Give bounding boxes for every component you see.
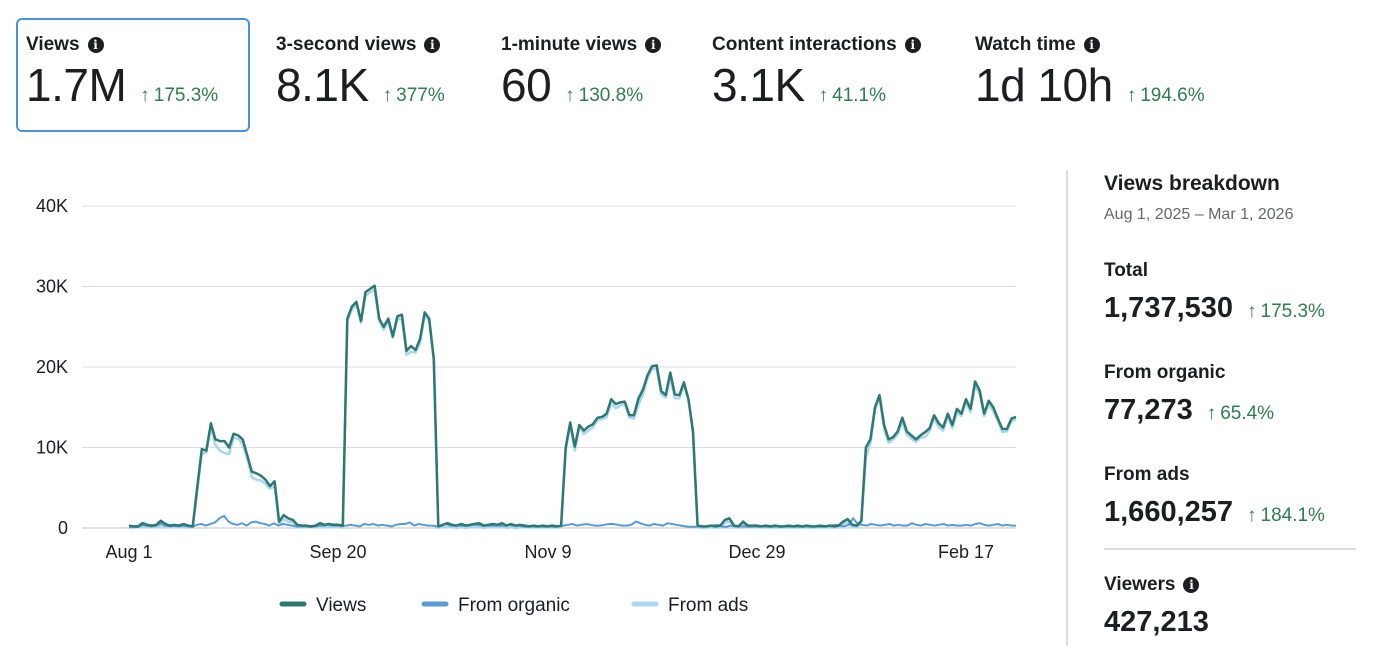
- arrow-up-icon: ↑: [1247, 505, 1257, 526]
- info-icon[interactable]: i: [1083, 37, 1100, 53]
- arrow-up-icon: ↑: [818, 85, 829, 106]
- metric-label: 3-second views: [276, 34, 417, 55]
- y-tick-label: 20K: [36, 357, 68, 377]
- x-tick-label: Sep 20: [309, 542, 366, 562]
- metric-tab-views[interactable]: Views i 1.7M ↑ 175.3%: [16, 18, 250, 132]
- metric-tab-content-interactions[interactable]: Content interactions i 3.1K ↑ 41.1%: [702, 18, 952, 132]
- y-tick-label: 10K: [36, 438, 68, 458]
- y-tick-label: 30K: [36, 277, 68, 297]
- info-icon[interactable]: i: [645, 37, 662, 53]
- breakdown-ads: From ads 1,660,257 ↑ 184.1%: [1104, 464, 1325, 529]
- breakdown-divider: [1104, 548, 1356, 550]
- y-tick-label: 40K: [36, 196, 68, 216]
- breakdown-date-range: Aug 1, 2025 – Mar 1, 2026: [1104, 206, 1294, 223]
- breakdown-value: 1,737,530: [1104, 292, 1234, 324]
- breakdown-value: 77,273: [1104, 394, 1193, 426]
- breakdown-label: From organic: [1104, 362, 1226, 383]
- legend-label: Views: [316, 595, 366, 616]
- arrow-up-icon: ↑: [1247, 301, 1257, 322]
- metric-label: Watch time: [975, 34, 1076, 55]
- breakdown-label: From ads: [1104, 464, 1190, 485]
- views-breakdown-panel: Views breakdown Aug 1, 2025 – Mar 1, 202…: [1104, 172, 1364, 638]
- series-line-from-organic: [128, 514, 1016, 529]
- arrow-up-icon: ↑: [140, 85, 150, 106]
- metric-value: 60: [501, 59, 552, 111]
- metric-value: 1.7M: [26, 59, 127, 111]
- vertical-divider: [1066, 170, 1068, 646]
- metric-change: ↑ 194.6%: [1126, 85, 1205, 106]
- metric-value: 3.1K: [712, 59, 805, 111]
- arrow-up-icon: ↑: [1126, 85, 1137, 106]
- arrow-up-icon: ↑: [382, 85, 393, 106]
- breakdown-label: Total: [1104, 260, 1148, 281]
- metrics-row: Views i 1.7M ↑ 175.3% 3-second views i 8.1K…: [0, 0, 1394, 150]
- x-tick-label: Feb 17: [938, 542, 994, 562]
- breakdown-value: 1,660,257: [1104, 496, 1234, 528]
- info-icon[interactable]: i: [904, 37, 921, 53]
- arrow-up-icon: ↑: [1206, 403, 1217, 424]
- x-tick-label: Dec 29: [728, 542, 785, 562]
- breakdown-change: ↑ 175.3%: [1247, 301, 1325, 322]
- info-icon[interactable]: i: [424, 37, 441, 53]
- metric-label: Content interactions: [712, 34, 897, 55]
- breakdown-value: 427,213: [1104, 606, 1209, 638]
- views-line-chart[interactable]: 0 10K 20K 30K 40K Aug 1 Sep 20 Nov 9 Dec 29 Feb 1…: [0, 170, 1040, 640]
- metric-label: Views: [26, 34, 80, 55]
- series-line-views: [128, 284, 1017, 528]
- metric-change: ↑ 130.8%: [565, 85, 644, 106]
- breakdown-change: ↑ 65.4%: [1206, 403, 1275, 424]
- y-tick-label: 0: [58, 518, 68, 538]
- info-icon[interactable]: i: [1183, 577, 1200, 593]
- metric-tab-3-second-views[interactable]: 3-second views i 8.1K ↑ 377%: [266, 18, 482, 132]
- metric-value: 8.1K: [276, 59, 369, 111]
- breakdown-viewers: Viewers i 427,213: [1104, 574, 1209, 639]
- views-chart[interactable]: 0 10K 20K 30K 40K Aug 1 Sep 20 Nov 9 Dec 29 Feb 1…: [0, 170, 1040, 640]
- breakdown-total: Total 1,737,530 ↑ 175.3%: [1104, 260, 1325, 325]
- metric-change: ↑ 377%: [382, 85, 445, 106]
- x-tick-label: Nov 9: [524, 542, 571, 562]
- x-tick-label: Aug 1: [105, 542, 152, 562]
- arrow-up-icon: ↑: [565, 85, 575, 106]
- legend-label: From organic: [458, 595, 570, 616]
- metric-tab-watch-time[interactable]: Watch time i 1d 10h ↑ 194.6%: [965, 18, 1265, 132]
- legend-label: From ads: [668, 595, 748, 616]
- series-line-from-ads: [128, 288, 1017, 530]
- metric-label: 1-minute views: [501, 34, 638, 55]
- breakdown-title: Views breakdown: [1104, 172, 1280, 195]
- metric-change: ↑ 41.1%: [818, 85, 887, 106]
- metric-tab-1-minute-views[interactable]: 1-minute views i 60 ↑ 130.8%: [491, 18, 691, 132]
- metric-change: ↑ 175.3%: [140, 85, 219, 106]
- breakdown-organic: From organic 77,273 ↑ 65.4%: [1104, 362, 1274, 427]
- breakdown-label: Viewers: [1104, 574, 1176, 595]
- breakdown-change: ↑ 184.1%: [1247, 505, 1325, 526]
- metric-value: 1d 10h: [975, 59, 1113, 111]
- info-icon[interactable]: i: [87, 37, 104, 53]
